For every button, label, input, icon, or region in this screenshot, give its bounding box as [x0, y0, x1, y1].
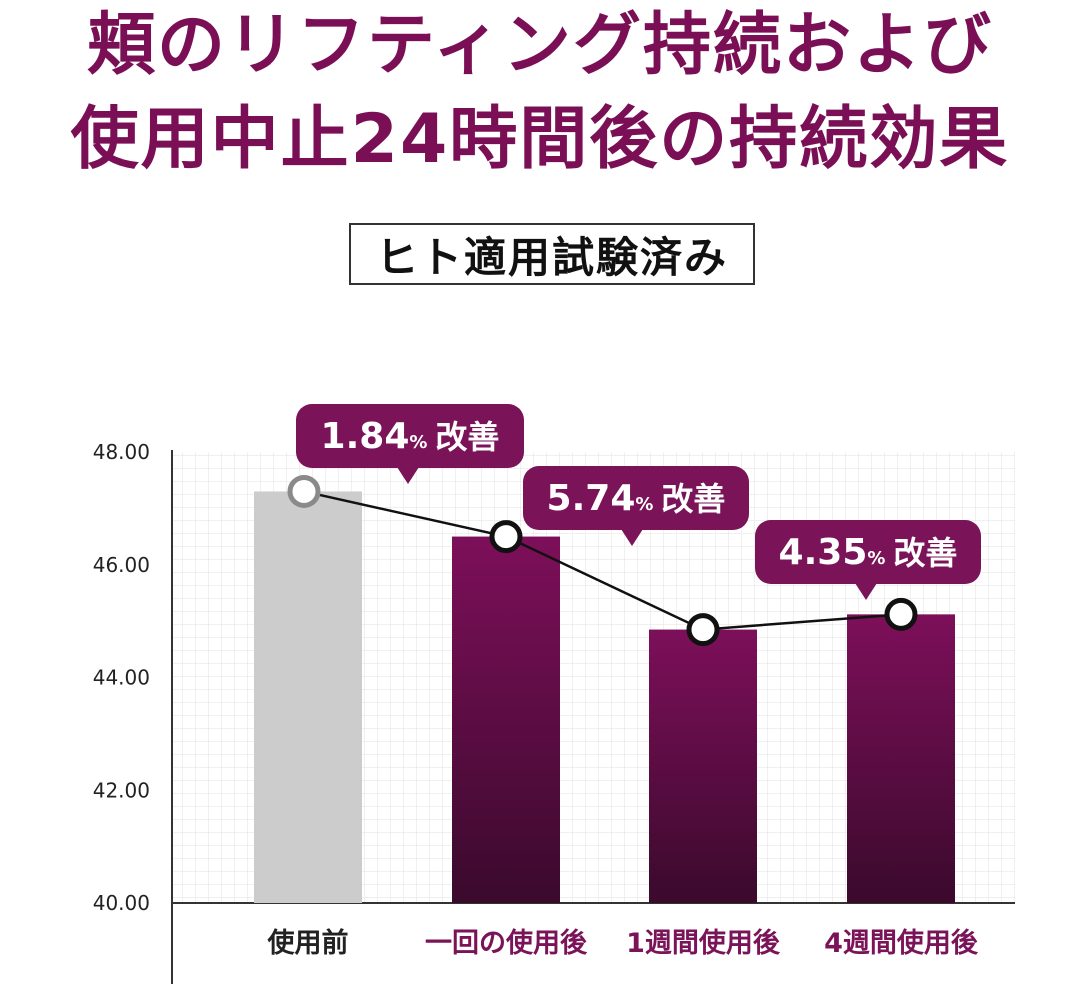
y-tick-label: 46.00 [93, 553, 150, 577]
trend-point-3 [884, 597, 918, 631]
callout-pointer [397, 467, 419, 484]
bar-1 [452, 536, 560, 903]
callout-pointer [855, 583, 877, 600]
trend-line [287, 474, 918, 647]
category-label-3: 4週間使用後 [824, 928, 979, 959]
trend-point-2 [686, 613, 720, 647]
callout-box [296, 404, 524, 468]
callout-label: 4.35% 改善 [779, 532, 958, 573]
bar-2 [649, 629, 757, 903]
y-tick-label: 48.00 [93, 440, 150, 464]
tested-on-humans-badge: ヒト適用試験済み [349, 223, 755, 285]
bar-3 [847, 614, 955, 903]
callout-0: 1.84% 改善 [296, 404, 524, 484]
callout-1: 5.74% 改善 [523, 466, 749, 546]
title-line-2: 使用中止24時間後の持続効果 [70, 100, 1010, 179]
title-line-1: 頬のリフティング持続および [87, 6, 993, 85]
bar-0 [254, 491, 362, 903]
category-label-0: 使用前 [267, 927, 349, 959]
callout-box [523, 466, 749, 530]
trend-point-1 [489, 520, 523, 554]
category-label-2: 1週間使用後 [626, 928, 781, 959]
callout-label: 1.84% 改善 [321, 416, 500, 457]
y-tick-label: 42.00 [93, 778, 150, 802]
category-label-1: 一回の使用後 [425, 928, 588, 959]
y-tick-label: 40.00 [93, 891, 150, 915]
callout-pointer [621, 529, 643, 546]
callout-label: 5.74% 改善 [547, 478, 726, 519]
callouts: 1.84% 改善 5.74% 改善 4.35% 改善 [296, 404, 981, 600]
trend-point-0 [287, 474, 321, 508]
y-tick-label: 44.00 [93, 666, 150, 690]
trend-polyline [303, 490, 902, 631]
bars [254, 491, 955, 903]
category-labels: 使用前 一回の使用後 1週間使用後 4週間使用後 [267, 927, 979, 959]
callout-2: 4.35% 改善 [755, 520, 981, 600]
callout-box [755, 520, 981, 584]
